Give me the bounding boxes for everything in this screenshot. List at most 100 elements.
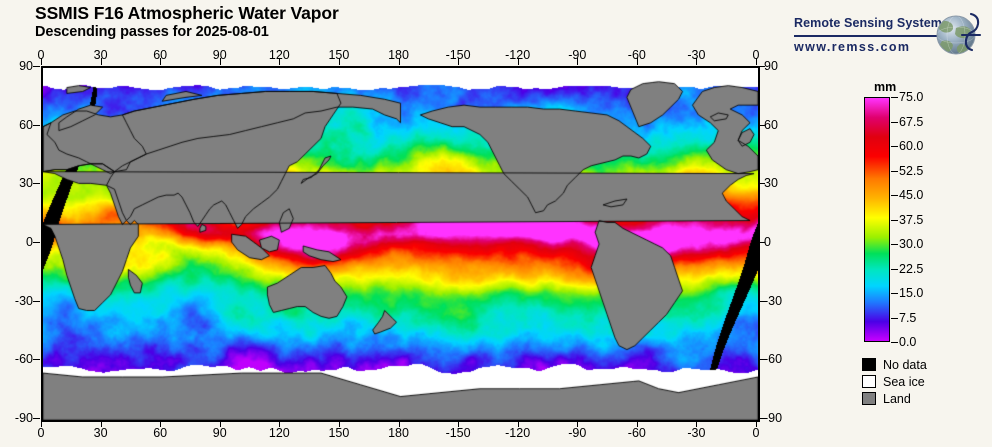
colorbar-tick-label: 0.0 xyxy=(899,335,917,349)
colorbar[interactable] xyxy=(864,97,890,342)
lon-tick-mark xyxy=(160,58,162,65)
lon-tick-label-top: 180 xyxy=(388,48,409,62)
lon-tick-mark xyxy=(696,420,698,427)
lon-tick-label-bottom: 0 xyxy=(752,426,760,440)
colorbar-tick-mark xyxy=(891,244,898,245)
lat-tick-label-left: -60 xyxy=(14,352,33,367)
lat-tick-label-right: 60 xyxy=(764,117,778,132)
lon-tick-label-bottom: -150 xyxy=(445,426,471,440)
lon-tick-mark xyxy=(577,58,579,65)
lon-tick-mark xyxy=(636,58,638,65)
lat-tick-label-right: 30 xyxy=(764,176,778,191)
lon-tick-label-top: 90 xyxy=(212,48,227,62)
colorbar-tick-mark xyxy=(891,195,898,196)
colorbar-tick-mark xyxy=(891,146,898,147)
lat-tick-label-right: -30 xyxy=(764,293,783,308)
lat-tick-label-right: 0 xyxy=(764,235,771,249)
lon-tick-label-bottom: 180 xyxy=(388,426,409,440)
lon-tick-label-bottom: 90 xyxy=(212,426,227,440)
map-plot-area[interactable] xyxy=(41,66,760,422)
legend-label-no-data: No data xyxy=(883,357,927,372)
page-subtitle: Descending passes for 2025-08-01 xyxy=(35,24,269,41)
colorbar-tick-mark xyxy=(891,97,898,98)
lon-tick-mark xyxy=(696,58,698,65)
colorbar-unit-label: mm xyxy=(874,80,897,94)
lon-tick-label-top: 0 xyxy=(752,48,760,62)
lat-tick-label-left: -90 xyxy=(14,411,33,425)
lon-tick-label-top: -120 xyxy=(505,48,531,62)
lon-tick-mark xyxy=(756,58,757,65)
lon-tick-mark xyxy=(458,58,460,65)
lon-tick-mark xyxy=(41,58,42,65)
lon-tick-label-bottom: -90 xyxy=(568,426,587,440)
lon-tick-label-top: 120 xyxy=(268,48,290,62)
lon-tick-mark xyxy=(577,420,579,427)
lat-tick-mark xyxy=(33,124,40,126)
lat-tick-mark xyxy=(33,183,40,185)
lon-tick-label-top: 0 xyxy=(37,48,45,62)
lat-tick-label-left: 60 xyxy=(19,117,33,132)
legend-item-no-data: No data xyxy=(862,356,927,373)
lon-tick-mark xyxy=(458,420,460,427)
page-title: SSMIS F16 Atmospheric Water Vapor xyxy=(35,3,339,23)
lat-tick-mark xyxy=(33,300,40,302)
colorbar-tick-label: 52.5 xyxy=(899,163,924,178)
title-block: SSMIS F16 Atmospheric Water Vapor Descen… xyxy=(35,4,339,41)
lat-tick-mark xyxy=(758,242,765,243)
lat-tick-mark xyxy=(33,242,40,243)
legend-swatch-sea-ice xyxy=(862,375,876,388)
lon-tick-label-bottom: 150 xyxy=(328,426,350,440)
lat-tick-mark xyxy=(758,418,765,419)
lat-tick-mark xyxy=(758,124,765,126)
brand-name: Remote Sensing Systems xyxy=(794,16,950,30)
colorbar-tick-mark xyxy=(891,293,898,294)
lat-tick-mark xyxy=(33,418,40,419)
lon-tick-label-bottom: 30 xyxy=(93,426,108,440)
colorbar-tick-mark xyxy=(891,342,898,343)
lon-tick-label-top: 30 xyxy=(93,48,108,62)
water-vapor-heatmap[interactable] xyxy=(43,68,758,420)
colorbar-tick-label: 37.5 xyxy=(899,212,924,227)
colorbar-tick-mark xyxy=(891,170,898,172)
lat-tick-label-right: -60 xyxy=(764,352,783,367)
legend-label-land: Land xyxy=(883,391,911,406)
lon-tick-mark xyxy=(279,58,281,65)
lon-tick-mark xyxy=(100,420,102,427)
lon-tick-mark xyxy=(756,420,757,427)
lon-tick-mark xyxy=(100,58,102,65)
lon-tick-mark xyxy=(398,58,400,65)
lon-tick-mark xyxy=(338,58,340,65)
lon-tick-label-bottom: 120 xyxy=(268,426,290,440)
legend-swatch-no-data xyxy=(862,358,876,371)
lon-tick-label-bottom: 60 xyxy=(153,426,168,440)
colorbar-tick-label: 30.0 xyxy=(899,237,924,251)
lat-tick-mark xyxy=(758,66,765,67)
colorbar-tick-label: 7.5 xyxy=(899,310,917,325)
lon-tick-mark xyxy=(517,58,519,65)
colorbar-tick-mark xyxy=(891,121,898,123)
colorbar-tick-label: 22.5 xyxy=(899,261,924,276)
lon-tick-mark xyxy=(219,58,221,65)
lon-tick-mark xyxy=(219,420,221,427)
legend-item-sea-ice: Sea ice xyxy=(862,373,927,390)
legend-item-land: Land xyxy=(862,390,927,407)
lon-tick-label-top: 60 xyxy=(153,48,168,62)
lon-tick-label-bottom: -60 xyxy=(627,426,646,440)
legend-label-sea-ice: Sea ice xyxy=(883,374,925,389)
colorbar-gradient xyxy=(865,98,889,341)
lon-tick-label-top: 150 xyxy=(328,48,350,62)
lat-tick-label-left: -30 xyxy=(14,293,33,308)
colorbar-tick-mark xyxy=(891,317,898,319)
brand-logo: Remote Sensing Systems www.remss.com xyxy=(792,8,982,64)
lat-tick-label-right: -90 xyxy=(764,411,783,425)
colorbar-tick-mark xyxy=(891,219,898,221)
colorbar-tick-mark xyxy=(891,268,898,270)
colorbar-tick-label: 60.0 xyxy=(899,139,924,153)
lat-tick-label-left: 30 xyxy=(19,176,33,191)
lon-tick-mark xyxy=(160,420,162,427)
lat-tick-label-left: 90 xyxy=(19,59,33,73)
lon-tick-mark xyxy=(517,420,519,427)
lat-tick-mark xyxy=(758,300,765,302)
lat-tick-mark xyxy=(758,183,765,185)
colorbar-tick-label: 67.5 xyxy=(899,114,924,129)
